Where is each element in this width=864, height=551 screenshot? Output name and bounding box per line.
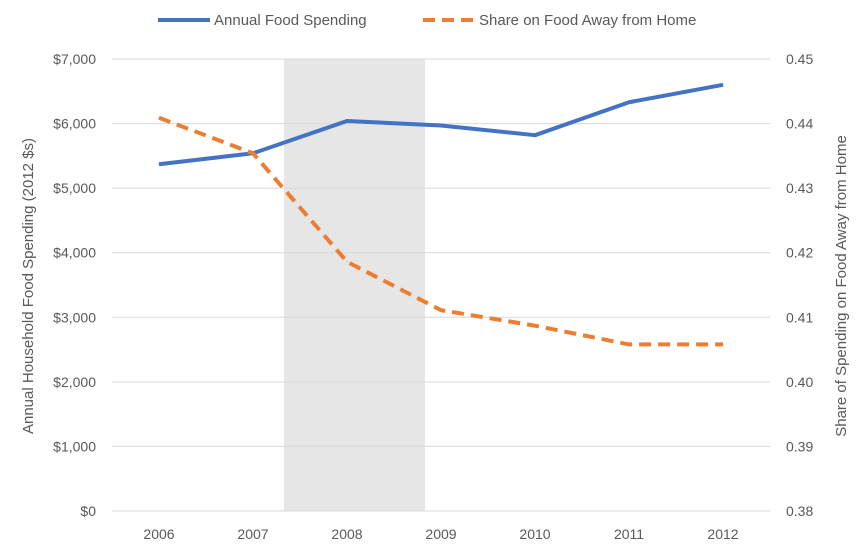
data-point: [158, 163, 160, 165]
data-point: [722, 84, 724, 86]
data-point: [534, 325, 536, 327]
x-tick-label: 2007: [237, 526, 268, 542]
right-tick-label: 0.43: [786, 180, 813, 196]
right-tick-label: 0.41: [786, 309, 813, 325]
left-axis-ticks: $0 $1,000 $2,000 $3,000 $4,000 $5,000 $6,000 $7…: [53, 51, 96, 519]
data-point: [252, 152, 254, 154]
data-point: [346, 261, 348, 263]
left-axis-title: Annual Household Food Spending (2012 $s): [20, 138, 37, 434]
left-tick-label: $4,000: [53, 245, 96, 261]
data-point: [628, 101, 630, 103]
data-point: [440, 125, 442, 127]
left-tick-label: $2,000: [53, 374, 96, 390]
data-point: [440, 309, 442, 311]
x-tick-label: 2008: [331, 526, 362, 542]
right-axis-title: Share of Spending on Food Away from Home: [833, 135, 850, 437]
legend: Annual Food Spending Share on Food Away f…: [158, 12, 696, 29]
left-tick-label: $0: [80, 503, 96, 519]
data-point: [722, 343, 724, 345]
legend-label: Annual Food Spending: [214, 12, 367, 29]
right-axis-ticks: 0.38 0.39 0.40 0.41 0.42 0.43 0.44 0.45: [786, 51, 813, 519]
x-tick-label: 2006: [143, 526, 174, 542]
x-tick-label: 2009: [425, 526, 456, 542]
x-axis-ticks: 2006 2007 2008 2009 2010 2011 2012: [143, 526, 738, 542]
x-tick-label: 2010: [519, 526, 550, 542]
recession-shading-layer: [284, 59, 426, 511]
x-tick-label: 2012: [707, 526, 738, 542]
gridlines: [112, 58, 770, 512]
right-tick-label: 0.38: [786, 503, 813, 519]
data-point: [628, 343, 630, 345]
right-tick-label: 0.42: [786, 245, 813, 261]
right-tick-label: 0.39: [786, 438, 813, 454]
recession-shading: [284, 59, 426, 511]
right-tick-label: 0.45: [786, 51, 813, 67]
right-tick-label: 0.40: [786, 374, 813, 390]
x-tick-label: 2011: [614, 526, 644, 542]
left-tick-label: $7,000: [53, 51, 96, 67]
legend-label: Share on Food Away from Home: [479, 12, 696, 29]
left-tick-label: $6,000: [53, 116, 96, 132]
left-tick-label: $3,000: [53, 309, 96, 325]
series-line-1: [158, 82, 724, 167]
right-tick-label: 0.44: [786, 116, 813, 132]
data-point: [346, 120, 348, 122]
data-point: [158, 117, 160, 119]
data-point: [534, 134, 536, 136]
left-tick-label: $1,000: [53, 438, 96, 454]
left-tick-label: $5,000: [53, 180, 96, 196]
series-lines: [158, 82, 724, 347]
